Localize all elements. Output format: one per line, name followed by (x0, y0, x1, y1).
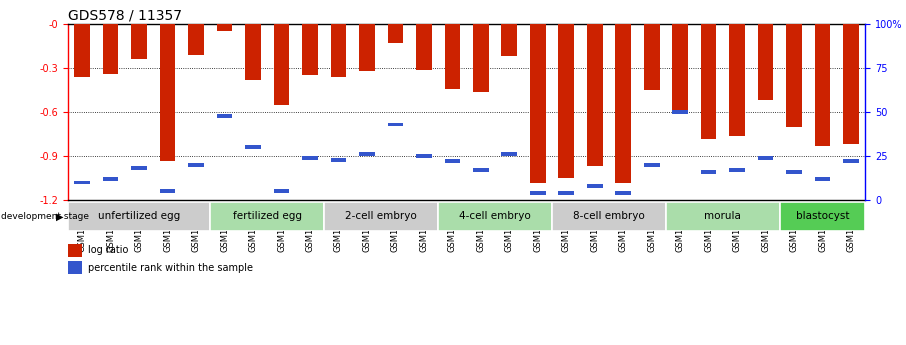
Bar (159, 24, 176, 160)
Bar (74, 24, 90, 77)
Bar (757, 24, 774, 100)
Bar (217, 24, 232, 31)
Bar (530, 191, 545, 195)
Bar (246, 24, 261, 80)
Bar (439, 202, 552, 231)
Text: unfertilized egg: unfertilized egg (98, 211, 180, 221)
Bar (786, 24, 802, 127)
Text: blastocyst: blastocyst (795, 211, 849, 221)
Bar (324, 202, 439, 231)
Bar (210, 202, 324, 231)
Bar (843, 159, 859, 163)
Bar (68, 244, 82, 257)
Bar (246, 145, 261, 149)
Bar (103, 177, 119, 181)
Bar (217, 114, 232, 118)
Bar (416, 24, 431, 70)
Text: ▶: ▶ (56, 211, 63, 221)
Text: log ratio: log ratio (88, 246, 129, 255)
Bar (587, 24, 602, 166)
Bar (473, 24, 488, 92)
Bar (672, 24, 688, 111)
Text: percentile rank within the sample: percentile rank within the sample (88, 263, 253, 273)
Bar (786, 170, 802, 174)
Bar (188, 163, 204, 167)
Bar (672, 110, 688, 114)
Bar (530, 24, 545, 183)
Bar (701, 170, 717, 174)
Text: 4-cell embryo: 4-cell embryo (459, 211, 531, 221)
Bar (274, 189, 289, 193)
Bar (359, 152, 375, 156)
Text: 8-cell embryo: 8-cell embryo (573, 211, 645, 221)
Bar (416, 154, 431, 158)
Bar (552, 202, 666, 231)
Bar (445, 24, 460, 89)
Bar (587, 184, 602, 188)
Bar (502, 152, 517, 156)
Bar (74, 180, 90, 185)
Bar (131, 167, 147, 170)
Bar (68, 261, 82, 274)
Bar (615, 24, 631, 183)
Bar (388, 24, 403, 43)
Bar (274, 24, 289, 105)
Bar (615, 191, 631, 195)
Bar (359, 24, 375, 71)
Bar (131, 24, 147, 59)
Text: fertilized egg: fertilized egg (233, 211, 302, 221)
Bar (729, 168, 745, 172)
Bar (757, 156, 774, 160)
Bar (388, 122, 403, 126)
Bar (103, 24, 119, 74)
Bar (814, 24, 830, 146)
Text: morula: morula (705, 211, 741, 221)
Bar (814, 177, 830, 181)
Bar (780, 202, 865, 231)
Bar (303, 24, 318, 76)
Bar (502, 24, 517, 57)
Text: development stage: development stage (1, 212, 89, 221)
Bar (473, 168, 488, 172)
Bar (558, 24, 574, 178)
Bar (331, 24, 346, 77)
Bar (558, 191, 574, 195)
Bar (701, 24, 717, 139)
Bar (159, 189, 176, 193)
Bar (331, 158, 346, 161)
Bar (445, 159, 460, 163)
Bar (666, 202, 780, 231)
Bar (68, 202, 210, 231)
Bar (843, 24, 859, 144)
Text: GDS578 / 11357: GDS578 / 11357 (68, 9, 182, 23)
Bar (188, 24, 204, 55)
Bar (644, 163, 660, 167)
Bar (729, 24, 745, 136)
Bar (644, 24, 660, 90)
Bar (303, 156, 318, 160)
Text: 2-cell embryo: 2-cell embryo (345, 211, 417, 221)
